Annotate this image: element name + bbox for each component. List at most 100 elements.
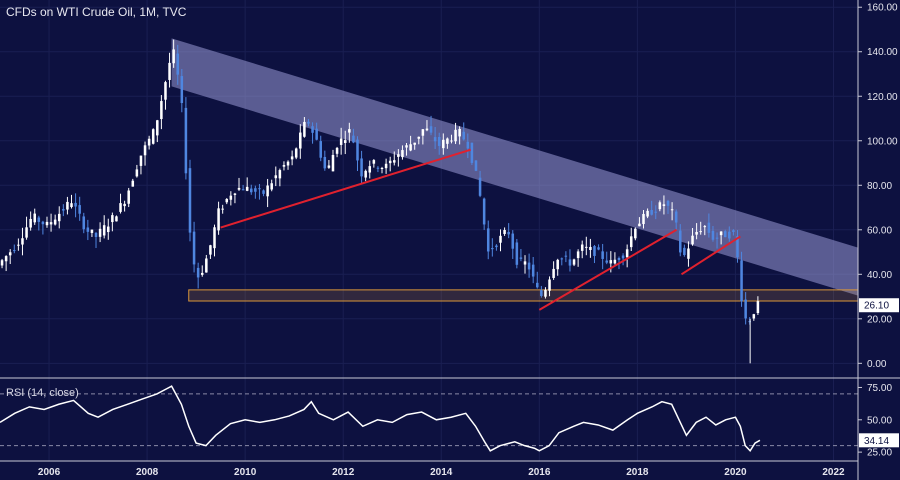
- time-tick-label-2: 2010: [234, 467, 257, 478]
- candle-body-171: [699, 231, 702, 232]
- candle-body-20: [82, 216, 85, 229]
- candle-body-91: [373, 160, 376, 164]
- time-tick-label-5: 2016: [528, 467, 551, 478]
- candle-body-44: [181, 76, 184, 103]
- rsi-line: [0, 386, 760, 451]
- candle-body-125: [511, 234, 514, 249]
- candle-body-133: [544, 290, 547, 297]
- candle-body-28: [115, 216, 118, 221]
- candle-body-60: [246, 187, 249, 191]
- price-tick-label-8: 0.00: [867, 359, 887, 370]
- candle-body-176: [720, 232, 723, 236]
- candle-body-30: [123, 204, 126, 206]
- candle-body-150: [614, 260, 617, 264]
- candle-body-185: [757, 301, 760, 313]
- rsi-tick-label-1: 50.00: [867, 415, 892, 426]
- candle-body-48: [197, 268, 200, 278]
- candle-body-157: [642, 214, 645, 224]
- candle-body-112: [458, 129, 461, 136]
- candle-body-40: [164, 82, 167, 100]
- candle-body-160: [654, 212, 657, 213]
- candle-body-131: [536, 283, 539, 288]
- candle-body-130: [532, 265, 535, 277]
- price-tick-label-3: 100.00: [867, 136, 898, 147]
- candle-body-4: [17, 245, 20, 246]
- candle-body-181: [740, 260, 743, 301]
- candle-body-126: [516, 242, 519, 264]
- candle-body-53: [217, 208, 220, 230]
- candle-body-154: [630, 236, 633, 247]
- candle-body-46: [189, 168, 192, 232]
- candle-body-52: [213, 227, 216, 248]
- candle-body-65: [266, 186, 269, 197]
- candle-body-16: [66, 202, 69, 210]
- candle-body-61: [250, 189, 253, 193]
- candle-body-120: [491, 248, 494, 249]
- candle-body-172: [704, 226, 707, 227]
- candle-body-175: [716, 238, 719, 239]
- candle-body-110: [450, 141, 453, 142]
- price-tick-label-2: 120.00: [867, 92, 898, 103]
- candle-body-1: [5, 256, 8, 261]
- candle-body-115: [471, 143, 474, 163]
- candle-body-67: [275, 175, 278, 178]
- candle-body-2: [9, 252, 12, 255]
- candle-body-128: [524, 261, 527, 264]
- price-tick-label-1: 140.00: [867, 47, 898, 58]
- candle-body-14: [58, 214, 61, 221]
- rsi-tick-label-2: 25.00: [867, 448, 892, 459]
- candle-body-89: [364, 171, 367, 178]
- candle-body-111: [454, 130, 457, 141]
- candle-body-38: [156, 120, 159, 135]
- candle-body-98: [401, 150, 404, 157]
- candle-body-71: [291, 156, 294, 159]
- candle-body-58: [238, 188, 241, 190]
- candle-body-5: [21, 238, 24, 244]
- candle-body-148: [605, 261, 608, 263]
- candle-body-70: [287, 162, 290, 166]
- candle-body-17: [70, 203, 73, 207]
- candle-body-164: [671, 209, 674, 210]
- candle-body-170: [695, 232, 698, 235]
- candle-body-106: [434, 137, 437, 141]
- falling-channel-band: [172, 38, 858, 295]
- candle-body-41: [168, 63, 171, 80]
- candle-body-26: [107, 227, 110, 232]
- candle-body-13: [54, 220, 57, 225]
- candle-body-56: [230, 196, 233, 200]
- candle-body-33: [136, 169, 139, 176]
- candle-body-73: [299, 133, 302, 149]
- candle-body-64: [262, 190, 265, 193]
- price-tick-label-6: 40.00: [867, 270, 892, 281]
- candle-body-132: [540, 290, 543, 296]
- candle-body-114: [467, 142, 470, 149]
- candle-body-163: [667, 201, 670, 206]
- candle-body-104: [426, 129, 429, 131]
- candle-body-144: [589, 247, 592, 250]
- candle-body-138: [565, 256, 568, 257]
- candle-body-141: [577, 251, 580, 258]
- candle-body-78: [319, 141, 322, 158]
- candle-body-166: [679, 231, 682, 253]
- candle-body-72: [295, 148, 298, 157]
- candle-body-29: [119, 203, 122, 212]
- candle-body-76: [311, 126, 314, 133]
- candle-body-169: [691, 236, 694, 245]
- candle-body-22: [91, 230, 94, 233]
- candle-body-116: [475, 160, 478, 170]
- candle-body-27: [111, 215, 114, 222]
- candle-body-3: [13, 250, 16, 251]
- candle-body-124: [507, 232, 510, 234]
- candle-body-6: [25, 227, 28, 237]
- time-axis: 2006 2008 2010 2012 2014 2016 2018 2020 2022: [38, 467, 845, 478]
- candle-body-55: [225, 199, 228, 202]
- candle-body-9: [38, 217, 41, 221]
- candle-body-43: [176, 54, 179, 75]
- candle-body-122: [499, 236, 502, 243]
- candle-body-24: [99, 229, 102, 237]
- candle-body-90: [368, 166, 371, 172]
- candle-body-119: [487, 228, 490, 251]
- time-tick-label-8: 2022: [822, 467, 845, 478]
- trendline-0: [221, 150, 471, 228]
- candle-body-50: [205, 258, 208, 272]
